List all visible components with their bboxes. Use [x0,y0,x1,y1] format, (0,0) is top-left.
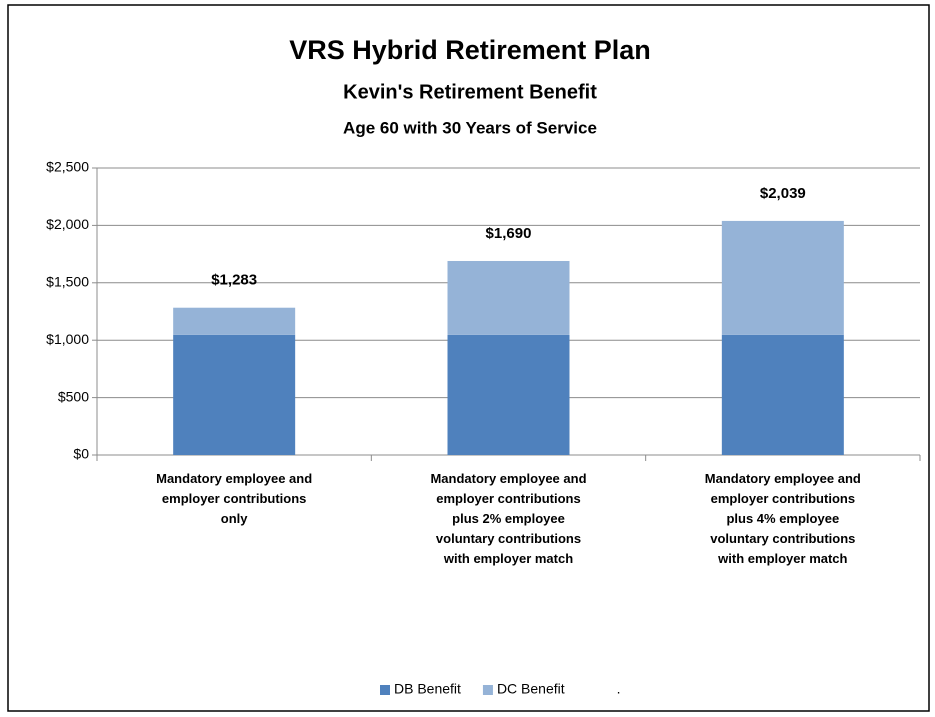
y-tick-label: $0 [73,446,89,462]
bar-segment [721,220,844,335]
legend-label: DB Benefit [394,681,461,697]
total-label: $1,690 [486,225,532,242]
chart-subtitle: Kevin's Retirement Benefit [343,81,597,103]
legend-swatch [482,685,493,695]
bar-segment [721,334,844,455]
y-tick-label: $500 [58,388,89,404]
y-tick-label: $1,500 [46,274,89,290]
total-label: $1,283 [211,272,257,289]
bar-segment [173,334,296,455]
legend-note: . [617,681,621,697]
chart-title: VRS Hybrid Retirement Plan [289,35,651,65]
x-tick-label: Mandatory employee and employer contribu… [156,471,313,526]
y-tick-label: $1,000 [46,331,89,347]
bar-segment [447,260,570,335]
y-tick-label: $2,500 [46,159,89,175]
bar-segment [447,334,570,455]
bar-segment [173,307,296,335]
total-label: $2,039 [760,185,806,202]
y-tick-label: $2,000 [46,216,89,232]
x-tick-label: Mandatory employee and employer contribu… [430,471,587,566]
legend-swatch [380,685,390,695]
chart-subtitle-2: Age 60 with 30 Years of Service [343,118,597,137]
legend-label: DC Benefit [497,681,565,697]
x-tick-label: Mandatory employee and employer contribu… [704,471,861,566]
